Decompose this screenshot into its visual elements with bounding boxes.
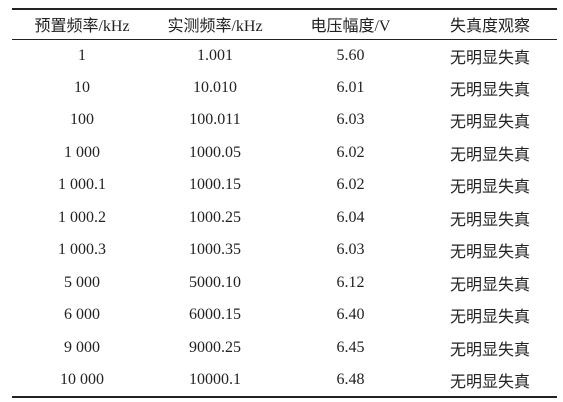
table-cell: 无明显失真 [449, 146, 530, 164]
table-cell: 6.04 [336, 208, 365, 226]
table-cell: 无明显失真 [449, 81, 530, 99]
table-cell: 无明显失真 [449, 114, 530, 132]
header-cell: 预置频率/kHz [34, 18, 130, 36]
table-row: 1 000.3 1000.35 6.03 无明显失真 [12, 234, 557, 267]
table-cell: 6.03 [336, 241, 365, 259]
table-cell: 9 000 [64, 338, 100, 356]
table-cell: 10 000 [60, 370, 104, 388]
table-cell: 无明显失真 [449, 49, 530, 67]
table-cell: 6.02 [336, 176, 365, 194]
table-cell: 6000.15 [189, 306, 241, 324]
table-body: 1 1.001 5.60 无明显失真 10 10.010 6.01 无明显失真 100 100.0… [12, 39, 557, 397]
table-cell: 1 000.3 [58, 241, 106, 259]
table-cell: 9000.25 [189, 338, 241, 356]
table-cell: 无明显失真 [449, 309, 530, 327]
table-cell: 10.010 [193, 78, 237, 96]
header-cell: 失真度观察 [449, 18, 530, 36]
table-cell: 1000.05 [189, 143, 241, 161]
table-row: 10 10.010 6.01 无明显失真 [12, 72, 557, 105]
header-row: 预置频率/kHz 实测频率/kHz 电压幅度/V 失真度观察 [12, 9, 557, 39]
table-cell: 100.011 [189, 111, 241, 129]
table-cell: 6.01 [336, 78, 365, 96]
table-cell: 10 [74, 78, 90, 96]
table-cell: 1 [78, 46, 86, 64]
table-cell: 6.03 [336, 111, 365, 129]
table-cell: 1.001 [197, 46, 233, 64]
table-cell: 5 000 [64, 273, 100, 291]
table-cell: 6.48 [336, 370, 365, 388]
data-table: 预置频率/kHz 实测频率/kHz 电压幅度/V 失真度观察 1 1.001 5.60 无明… [12, 8, 557, 398]
table-cell: 5000.10 [189, 273, 241, 291]
table-cell: 6.40 [336, 306, 365, 324]
table-cell: 1 000 [64, 143, 100, 161]
table-row: 5 000 5000.10 6.12 无明显失真 [12, 267, 557, 300]
table-cell: 1000.15 [189, 176, 241, 194]
table-cell: 1000.25 [189, 208, 241, 226]
table-cell: 10000.1 [189, 370, 241, 388]
table-cell: 5.60 [336, 46, 365, 64]
table-cell: 无明显失真 [449, 276, 530, 294]
table-header: 预置频率/kHz 实测频率/kHz 电压幅度/V 失真度观察 [12, 9, 557, 39]
table-cell: 无明显失真 [449, 341, 530, 359]
table-cell: 6.45 [336, 338, 365, 356]
table-cell: 无明显失真 [449, 179, 530, 197]
table-cell: 6 000 [64, 306, 100, 324]
table-row: 9 000 9000.25 6.45 无明显失真 [12, 332, 557, 365]
table-row: 1 000.2 1000.25 6.04 无明显失真 [12, 202, 557, 235]
table-row: 6 000 6000.15 6.40 无明显失真 [12, 299, 557, 332]
table-row: 100 100.011 6.03 无明显失真 [12, 104, 557, 137]
table-row: 1 000 1000.05 6.02 无明显失真 [12, 137, 557, 170]
header-cell: 电压幅度/V [310, 18, 391, 36]
table-cell: 1 000.1 [58, 176, 106, 194]
header-cell: 实测频率/kHz [167, 18, 263, 36]
table-cell: 1 000.2 [58, 208, 106, 226]
table-cell: 100 [70, 111, 94, 129]
table-cell: 无明显失真 [449, 211, 530, 229]
table-row: 1 1.001 5.60 无明显失真 [12, 39, 557, 72]
table-cell: 1000.35 [189, 241, 241, 259]
table-row: 10 000 10000.1 6.48 无明显失真 [12, 364, 557, 397]
table-cell: 6.12 [336, 273, 365, 291]
table-cell: 6.02 [336, 143, 365, 161]
table-row: 1 000.1 1000.15 6.02 无明显失真 [12, 169, 557, 202]
table-cell: 无明显失真 [449, 244, 530, 262]
table-cell: 无明显失真 [449, 373, 530, 391]
